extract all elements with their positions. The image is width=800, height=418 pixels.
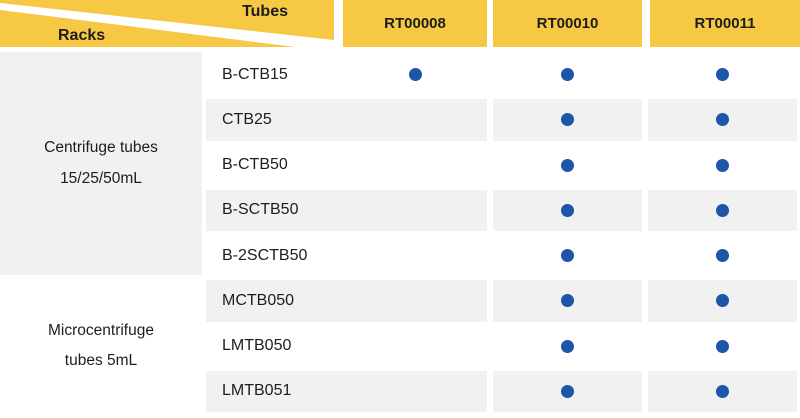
compatibility-cell [490, 143, 645, 188]
compatibility-cell [490, 52, 645, 97]
rack-group-label-line2: 15/25/50mL [60, 169, 142, 187]
table-row: B-2SCTB50 [206, 233, 800, 278]
tube-name: B-CTB15 [222, 65, 288, 83]
compatibility-dot-icon [561, 158, 574, 172]
compatibility-dot-icon [716, 68, 729, 82]
compatibility-cell [645, 324, 800, 369]
compatibility-dot-icon [561, 339, 574, 353]
compatibility-dot-icon [408, 68, 422, 82]
compatibility-dot-icon [716, 203, 729, 217]
compatibility-cell [340, 324, 490, 369]
compatibility-dot-icon [561, 384, 574, 398]
compatibility-cell [645, 188, 800, 233]
corner-racks-label: Racks [58, 27, 106, 44]
table-row: B-CTB15 [206, 52, 800, 97]
tube-name-cell: LMTB050 [206, 324, 340, 369]
compatibility-cell [340, 188, 490, 233]
compatibility-cell [645, 97, 800, 142]
tube-name-cell: CTB25 [206, 97, 354, 142]
tube-name-cell: LMTB051 [206, 369, 354, 414]
table-row: CTB25 [206, 97, 800, 142]
tube-name-cell: B-SCTB50 [206, 188, 354, 233]
compatibility-cell [490, 278, 645, 323]
column-header-rack-3: RT00011 [650, 0, 800, 47]
compatibility-dot-icon [561, 294, 574, 308]
compatibility-cell [645, 143, 800, 188]
rack-group-microcentrifuge: Microcentrifuge tubes 5mL [0, 278, 202, 414]
tube-name: B-2SCTB50 [222, 246, 308, 264]
header-corner-cell: Tubes Racks [0, 0, 334, 47]
table-row: B-CTB50 [206, 143, 800, 188]
compatibility-cell [340, 278, 490, 323]
tube-name-cell: B-CTB15 [206, 52, 340, 97]
compatibility-dot-icon [561, 249, 574, 263]
compatibility-dot-icon [561, 113, 574, 127]
compatibility-dot-icon [716, 339, 729, 353]
compatibility-dot-icon [716, 294, 729, 308]
corner-tubes-label: Tubes [242, 3, 288, 20]
tube-name: CTB25 [222, 110, 272, 128]
diagonal-divider [0, 3, 334, 47]
compatibility-cell [340, 369, 490, 414]
compatibility-cell [490, 97, 645, 142]
tube-name: B-CTB50 [222, 156, 288, 174]
table-header: Tubes Racks RT00008 RT00010 RT00011 [0, 0, 800, 47]
tube-name-cell: B-CTB50 [206, 143, 340, 188]
compatibility-dot-icon [716, 249, 729, 263]
tube-name: MCTB050 [222, 291, 295, 309]
compatibility-dot-icon [716, 158, 729, 172]
tube-name: B-SCTB50 [222, 201, 299, 219]
compatibility-cell [645, 52, 800, 97]
rack-group-label-line2: tubes 5mL [64, 352, 138, 370]
tube-name: LMTB051 [222, 382, 292, 400]
compatibility-dot-icon [561, 203, 574, 217]
rack-group-label-line1: Centrifuge tubes [44, 139, 158, 157]
compatibility-dot-icon [561, 68, 574, 82]
table-row: LMTB051 [206, 369, 800, 414]
compatibility-cell [490, 324, 645, 369]
rack-group-centrifuge: Centrifuge tubes 15/25/50mL [0, 52, 202, 276]
tube-name-cell: MCTB050 [206, 278, 354, 323]
tube-name: LMTB050 [222, 337, 292, 355]
tube-name-cell: B-2SCTB50 [206, 233, 340, 278]
compatibility-dot-icon [716, 113, 729, 127]
column-header-rack-2: RT00010 [493, 0, 642, 47]
column-header-rack-1: RT00008 [343, 0, 487, 47]
compatibility-cell [645, 278, 800, 323]
compatibility-cell [645, 233, 800, 278]
table-body: B-CTB15 CTB25 B-CTB50 B-SCTB50 B-2SCTB50 [206, 52, 800, 414]
compatibility-cell [340, 233, 490, 278]
compatibility-cell [340, 97, 490, 142]
compatibility-cell [340, 143, 490, 188]
compatibility-dot-icon [716, 384, 729, 398]
compatibility-cell [490, 188, 645, 233]
table-row: B-SCTB50 [206, 188, 800, 233]
rack-group-column: Centrifuge tubes 15/25/50mL Microcentrif… [0, 52, 206, 414]
table-row: MCTB050 [206, 278, 800, 323]
rack-group-label-line1: Microcentrifuge [48, 321, 154, 339]
compatibility-cell [490, 233, 645, 278]
table-row: LMTB050 [206, 324, 800, 369]
compatibility-cell [645, 369, 800, 414]
compatibility-cell [340, 52, 490, 97]
compatibility-cell [490, 369, 645, 414]
